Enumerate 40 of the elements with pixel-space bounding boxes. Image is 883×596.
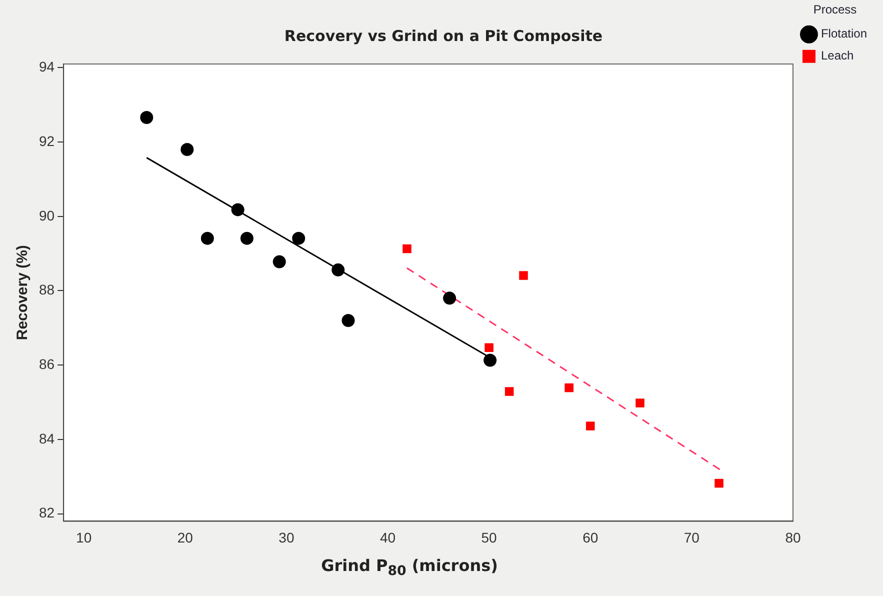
point [443, 292, 456, 305]
point [636, 398, 644, 408]
legend-label: Flotation [820, 26, 868, 41]
y-tick-label: 94 [38, 58, 55, 75]
chart-title: Recovery vs Grind on a Pit Composite [284, 26, 603, 45]
point [240, 232, 254, 245]
point [342, 314, 355, 327]
point [484, 343, 494, 352]
point [292, 232, 306, 245]
y-tick-label: 86 [38, 356, 55, 372]
x-axis-title: Grind P$_{80}$ (microns) [320, 556, 499, 580]
y-tick-label: 84 [38, 430, 55, 446]
y-tick-label: 82 [38, 504, 55, 521]
x-tick-label: 80 [785, 529, 801, 546]
point [180, 142, 194, 156]
point [504, 387, 514, 396]
point [564, 383, 574, 392]
y-tick-label: 90 [38, 207, 55, 224]
legend-label: Leach [820, 48, 854, 63]
legend-title: Process [813, 2, 857, 16]
point [200, 232, 214, 245]
x-tick-label: 50 [481, 529, 498, 546]
y-axis-title: Recovery (%) [14, 245, 32, 340]
x-tick-label: 70 [684, 529, 700, 546]
x-tick-label: 40 [380, 529, 396, 546]
point [140, 111, 154, 124]
point [519, 271, 528, 280]
point [484, 354, 497, 367]
x-tick-label: 20 [177, 529, 194, 546]
y-tick-label: 92 [38, 132, 55, 149]
point [402, 244, 412, 254]
point [272, 255, 286, 268]
point [714, 478, 724, 488]
point [586, 422, 595, 430]
y-tick-label: 88 [38, 282, 55, 298]
x-tick-label: 30 [278, 529, 294, 546]
point [332, 263, 345, 276]
x-tick-label: 10 [76, 529, 92, 546]
x-tick-label: 60 [582, 529, 598, 546]
point [231, 203, 244, 216]
